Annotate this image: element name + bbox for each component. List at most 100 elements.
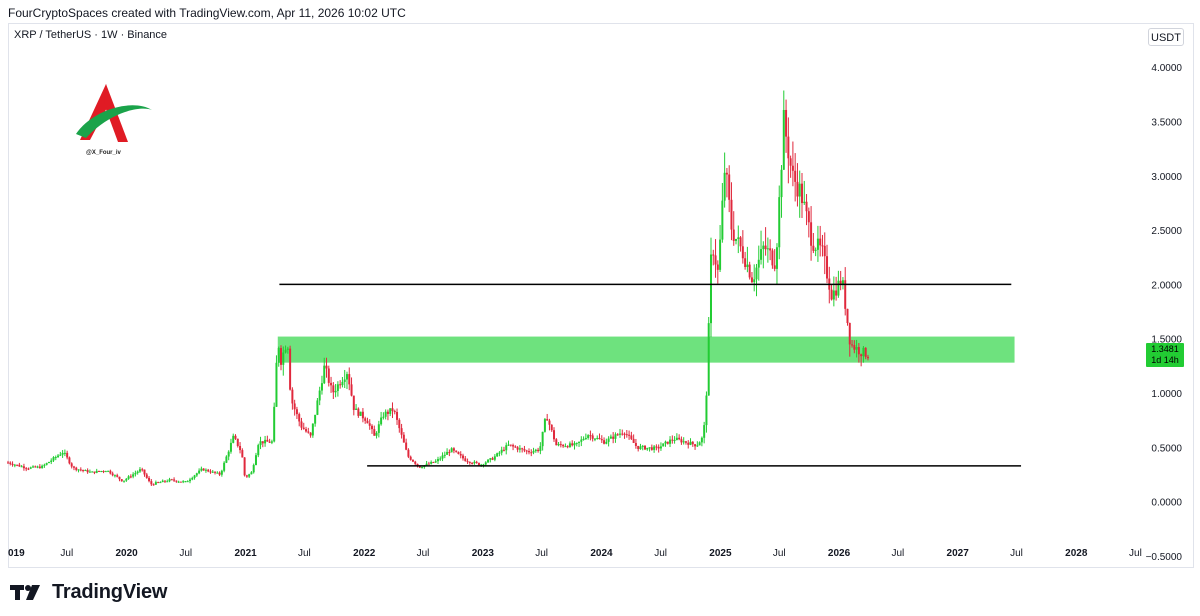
last-price-value: 1.3481	[1151, 344, 1179, 355]
candle-up	[814, 249, 817, 251]
candle-up	[564, 446, 567, 448]
candle-down	[22, 466, 25, 469]
candle-up	[580, 439, 583, 442]
candle-down	[805, 201, 808, 212]
candle-down	[202, 468, 205, 471]
candle-up	[57, 455, 60, 458]
candle-up	[198, 470, 201, 474]
candle-up	[100, 470, 103, 472]
price-tick-label: 3.0000	[1151, 172, 1182, 183]
candle-up	[700, 437, 703, 443]
candle-down	[787, 136, 790, 159]
candle-up	[532, 451, 535, 453]
candle-up	[323, 365, 326, 384]
time-tick-label: Jul	[60, 548, 73, 559]
candle-up	[596, 437, 599, 439]
price-tick-label: 2.5000	[1151, 226, 1182, 237]
candle-down	[598, 437, 601, 440]
candle-down	[477, 462, 480, 466]
candle-down	[741, 246, 744, 259]
candle-down	[368, 423, 371, 426]
candle-up	[223, 462, 226, 471]
candle-up	[59, 454, 62, 456]
candle-up	[841, 280, 844, 285]
candle-down	[82, 469, 85, 471]
candle-up	[648, 447, 651, 449]
candle-down	[302, 427, 305, 430]
candle-up	[659, 446, 662, 449]
candle-up	[50, 460, 53, 462]
candle-down	[416, 463, 419, 466]
time-tick-label: Jul	[654, 548, 667, 559]
candle-up	[20, 466, 23, 468]
currency-button[interactable]: USDT	[1148, 28, 1184, 46]
candle-down	[666, 441, 669, 444]
candle-down	[857, 347, 860, 355]
candle-up	[653, 446, 656, 450]
candle-up	[282, 352, 285, 365]
time-tick-label: 019	[8, 548, 25, 559]
candle-up	[359, 411, 362, 416]
candle-down	[725, 172, 728, 175]
candle-down	[550, 424, 553, 431]
candle-up	[125, 478, 128, 481]
candle-down	[691, 441, 694, 445]
candle-down	[773, 265, 776, 269]
candle-down	[844, 280, 847, 309]
candle-up	[778, 197, 781, 248]
candle-up	[757, 259, 760, 268]
candle-down	[791, 165, 794, 171]
candle-down	[516, 447, 519, 450]
candle-up	[518, 448, 521, 450]
candle-down	[530, 452, 533, 454]
price-tick-label: 4.0000	[1151, 63, 1182, 74]
candle-up	[380, 417, 383, 425]
candle-down	[860, 354, 863, 357]
candle-down	[357, 408, 360, 416]
candle-up	[443, 454, 446, 456]
candle-up	[450, 448, 453, 453]
price-tick-label: 3.5000	[1151, 117, 1182, 128]
candle-down	[732, 229, 735, 241]
candle-up	[225, 456, 228, 463]
candle-up	[541, 431, 544, 447]
candle-up	[136, 471, 139, 473]
candle-up	[355, 408, 358, 410]
candle-down	[744, 258, 747, 268]
symbol-info[interactable]: XRP / TetherUS · 1W · Binance	[14, 29, 168, 41]
candle-up	[286, 348, 289, 350]
candle-up	[639, 446, 642, 450]
candle-up	[803, 201, 806, 204]
candle-down	[657, 446, 660, 449]
candle-up	[270, 441, 273, 443]
candle-up	[557, 444, 560, 446]
candle-up	[673, 440, 676, 442]
candle-up	[389, 408, 392, 414]
candle-down	[714, 255, 717, 265]
candle-down	[566, 446, 569, 448]
candle-up	[104, 471, 107, 473]
candle-up	[382, 416, 385, 418]
candle-up	[641, 445, 644, 447]
candle-down	[866, 356, 869, 359]
candle-down	[644, 445, 647, 450]
candle-down	[826, 256, 829, 279]
candle-down	[218, 472, 221, 475]
candle-down	[559, 444, 562, 446]
candle-up	[334, 390, 337, 393]
time-tick-label: Jul	[773, 548, 786, 559]
support-zone-rect	[277, 336, 1015, 363]
candle-up	[696, 445, 699, 447]
price-tick-label: 1.0000	[1151, 389, 1182, 400]
candle-down	[25, 468, 28, 470]
candle-up	[227, 451, 230, 457]
tradingview-brand[interactable]: TradingView	[10, 580, 167, 604]
candle-down	[305, 429, 308, 432]
candle-up	[723, 172, 726, 201]
candle-up	[250, 472, 253, 475]
candle-down	[452, 448, 455, 451]
candle-up	[200, 468, 203, 471]
candle-up	[434, 461, 437, 463]
candle-up	[273, 406, 276, 442]
